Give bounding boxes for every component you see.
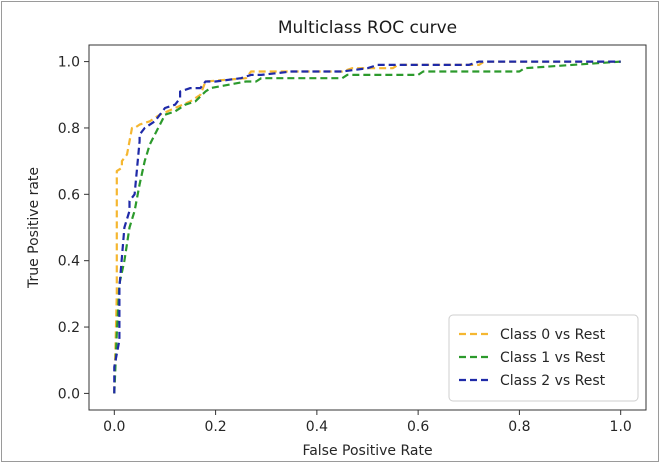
legend: Class 0 vs Rest Class 1 vs Rest Class 2 vs… xyxy=(448,314,639,402)
x-tick-label: 1.0 xyxy=(610,419,632,435)
y-tick-label: 0.2 xyxy=(58,320,80,336)
x-tick-label: 0.0 xyxy=(103,419,125,435)
y-tick-label: 0.4 xyxy=(58,254,80,270)
series-layer xyxy=(113,60,621,394)
plot-area xyxy=(88,44,647,411)
series-line-class-0 xyxy=(113,60,621,394)
x-tick-label: 0.4 xyxy=(306,419,328,435)
x-axis-label: False Positive Rate xyxy=(302,443,432,459)
chart-title: Multiclass ROC curve xyxy=(278,18,457,38)
legend-box xyxy=(448,314,639,402)
y-tick-label: 0.8 xyxy=(58,121,80,137)
x-tick-label: 0.2 xyxy=(204,419,226,435)
x-tick-label: 0.8 xyxy=(508,419,530,435)
legend-label: Class 2 vs Rest xyxy=(500,373,606,389)
y-axis-label: True Positive rate xyxy=(26,167,42,289)
x-tick-label: 0.6 xyxy=(407,419,429,435)
y-tick-label: 0.6 xyxy=(58,187,80,203)
legend-label: Class 0 vs Rest xyxy=(500,327,606,343)
series-line-class-1 xyxy=(113,60,621,394)
legend-label: Class 1 vs Rest xyxy=(500,350,606,366)
y-tick-label: 0.0 xyxy=(58,386,80,402)
y-tick-label: 1.0 xyxy=(58,55,80,71)
